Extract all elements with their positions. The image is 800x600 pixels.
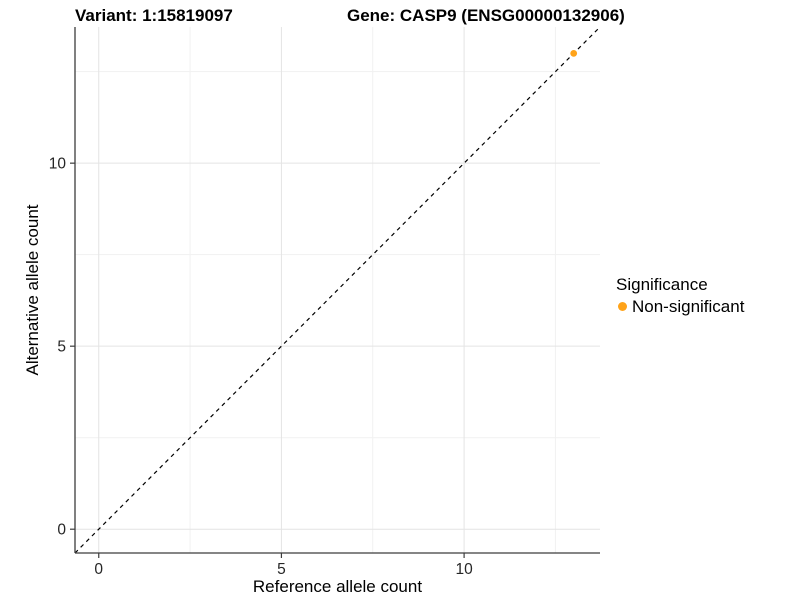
y-tick-label: 10 (49, 156, 67, 173)
x-axis-title: Reference allele count (252, 577, 423, 596)
y-axis-title: Alternative allele count (23, 204, 42, 376)
legend-entry-label: Non-significant (632, 297, 745, 316)
legend-point-icon (618, 302, 627, 311)
x-tick-label: 10 (455, 561, 473, 578)
y-tick-label: 0 (57, 522, 66, 539)
legend-entry: Non-significant (612, 296, 744, 317)
plot-title-variant: Variant: 1:15819097 (75, 6, 233, 25)
identity-reference-line (74, 26, 601, 554)
data-point (570, 49, 578, 57)
y-tick-label: 5 (57, 339, 66, 356)
legend-title: Significance (616, 275, 708, 294)
x-tick-label: 5 (277, 561, 286, 578)
x-tick-label: 0 (94, 561, 103, 578)
legend: Significance Non-significant (612, 274, 744, 317)
plot-title-gene: Gene: CASP9 (ENSG00000132906) (347, 6, 625, 25)
